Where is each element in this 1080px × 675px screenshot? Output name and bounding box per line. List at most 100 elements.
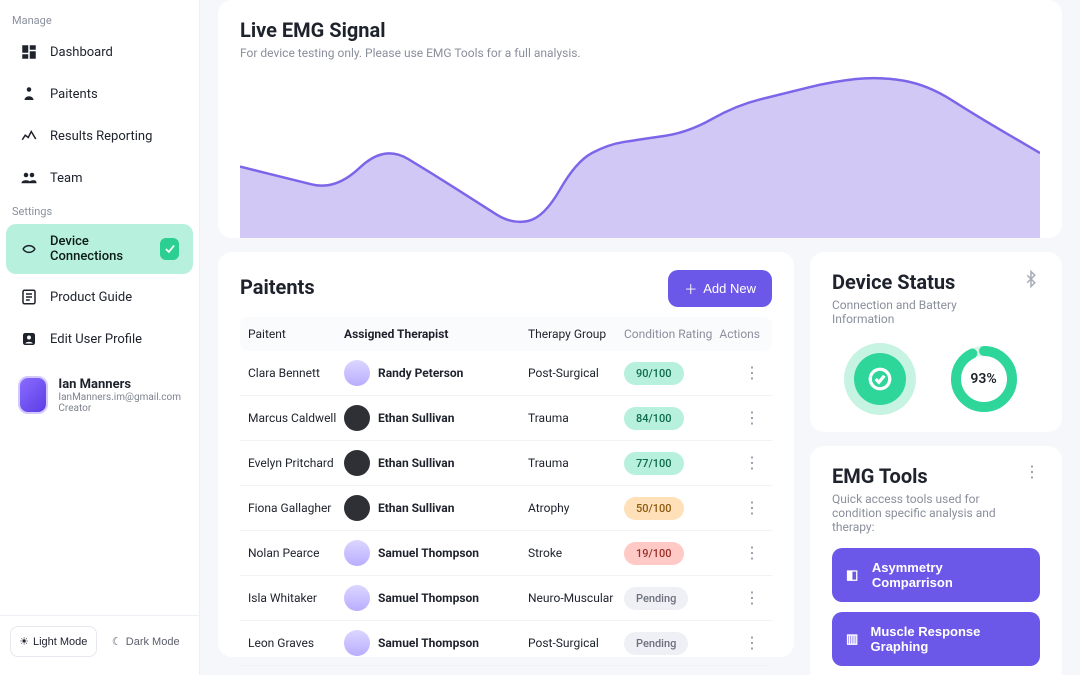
patients-table: Paitent Assigned Therapist Therapy Group… (240, 317, 772, 666)
row-actions-button[interactable]: ⋮ (744, 543, 760, 562)
col-therapist: Assigned Therapist (344, 327, 528, 341)
dark-mode-button[interactable]: ☾ Dark Mode (103, 626, 190, 657)
col-actions: Actions (714, 327, 764, 341)
row-actions-button[interactable]: ⋮ (744, 453, 760, 472)
table-row[interactable]: Leon Graves Samuel Thompson Post-Surgica… (240, 621, 772, 666)
therapist-avatar (344, 585, 370, 611)
emg-chart (240, 68, 1040, 238)
tool-button[interactable]: ▥ Muscle Response Graphing (832, 612, 1040, 666)
sidebar-item-edit-profile[interactable]: Edit User Profile (6, 320, 193, 358)
therapy-group: Post-Surgical (528, 366, 624, 380)
user-avatar (18, 376, 48, 414)
tool-button[interactable]: ◧ Asymmetry Comparrison (832, 548, 1040, 602)
therapist-cell: Ethan Sullivan (344, 405, 528, 431)
tool-label: Asymmetry Comparrison (872, 560, 1026, 590)
tools-title: EMG Tools (832, 464, 1024, 488)
tool-icon: ◧ (846, 567, 862, 583)
plus-icon: ＋ (684, 279, 697, 298)
status-title: Device Status (832, 270, 1022, 294)
therapist-cell: Samuel Thompson (344, 540, 528, 566)
table-header: Paitent Assigned Therapist Therapy Group… (240, 317, 772, 351)
sidebar-item-dashboard[interactable]: Dashboard (6, 33, 193, 71)
row-actions-button[interactable]: ⋮ (744, 633, 760, 652)
sidebar-item-patients[interactable]: Paitents (6, 75, 193, 113)
therapist-cell: Samuel Thompson (344, 630, 528, 656)
table-row[interactable]: Clara Bennett Randy Peterson Post-Surgic… (240, 351, 772, 396)
chart-subtitle: For device testing only. Please use EMG … (240, 46, 1040, 60)
row-actions-button[interactable]: ⋮ (744, 363, 760, 382)
patient-name: Fiona Gallagher (248, 501, 344, 515)
add-new-button[interactable]: ＋ Add New (668, 270, 772, 307)
condition-rating: 77/100 (624, 452, 714, 475)
sidebar-item-label: Device Connections (50, 234, 148, 264)
therapist-avatar (344, 450, 370, 476)
tool-label: Muscle Response Graphing (871, 624, 1026, 654)
connection-ok-badge (854, 353, 906, 405)
light-mode-button[interactable]: ☀ Light Mode (10, 626, 97, 657)
sidebar-item-label: Edit User Profile (50, 332, 142, 347)
therapy-group: Atrophy (528, 501, 624, 515)
row-actions-button[interactable]: ⋮ (744, 498, 760, 517)
theme-toggle: ☀ Light Mode ☾ Dark Mode (0, 615, 199, 667)
patient-name: Marcus Caldwell (248, 411, 344, 425)
tools-menu-button[interactable]: ⋮ (1024, 464, 1040, 480)
sidebar-section-manage: Manage (0, 8, 199, 31)
condition-rating: 50/100 (624, 497, 714, 520)
therapist-name: Ethan Sullivan (378, 501, 454, 515)
sun-icon: ☀ (19, 635, 29, 648)
profile-icon (20, 330, 38, 348)
tools-subtitle: Quick access tools used for condition sp… (832, 492, 1024, 534)
col-rating: Condition Rating (624, 327, 714, 341)
table-row[interactable]: Evelyn Pritchard Ethan Sullivan Trauma 7… (240, 441, 772, 486)
therapist-cell: Ethan Sullivan (344, 495, 528, 521)
therapy-group: Post-Surgical (528, 636, 624, 650)
table-row[interactable]: Nolan Pearce Samuel Thompson Stroke 19/1… (240, 531, 772, 576)
therapist-name: Samuel Thompson (378, 636, 479, 650)
check-badge-icon (160, 238, 179, 260)
user-email: IanManners.im@gmail.com (58, 392, 181, 403)
device-status-card: Device Status Connection and Battery Inf… (810, 252, 1062, 432)
sidebar: Manage Dashboard Paitents Results Report… (0, 0, 200, 675)
therapist-cell: Samuel Thompson (344, 585, 528, 611)
row-actions-button[interactable]: ⋮ (744, 408, 760, 427)
dark-mode-label: Dark Mode (126, 636, 180, 648)
sidebar-item-label: Dashboard (50, 45, 113, 60)
therapist-cell: Ethan Sullivan (344, 450, 528, 476)
sidebar-item-label: Product Guide (50, 290, 132, 305)
sidebar-item-device-connections[interactable]: Device Connections (6, 224, 193, 274)
condition-rating: 84/100 (624, 407, 714, 430)
therapist-name: Randy Peterson (378, 366, 463, 380)
sidebar-item-label: Results Reporting (50, 129, 152, 144)
therapist-name: Samuel Thompson (378, 546, 479, 560)
tool-icon: ▥ (846, 631, 861, 647)
add-new-label: Add New (703, 281, 756, 296)
table-row[interactable]: Fiona Gallagher Ethan Sullivan Atrophy 5… (240, 486, 772, 531)
patient-name: Isla Whitaker (248, 591, 344, 605)
emg-tools-card: EMG Tools Quick access tools used for co… (810, 446, 1062, 675)
sidebar-item-label: Paitents (50, 87, 98, 102)
battery-gauge: 93% (949, 344, 1019, 414)
row-actions-button[interactable]: ⋮ (744, 588, 760, 607)
user-role: Creator (58, 403, 181, 414)
battery-label: 93% (949, 344, 1019, 414)
therapist-avatar (344, 495, 370, 521)
patient-name: Evelyn Pritchard (248, 456, 344, 470)
condition-rating: 90/100 (624, 362, 714, 385)
therapy-group: Neuro-Muscular (528, 591, 624, 605)
sidebar-item-results[interactable]: Results Reporting (6, 117, 193, 155)
therapy-group: Stroke (528, 546, 624, 560)
patients-title: Paitents (240, 275, 315, 299)
sidebar-item-label: Team (50, 171, 83, 186)
user-card[interactable]: Ian Manners IanManners.im@gmail.com Crea… (6, 366, 193, 424)
sidebar-item-product-guide[interactable]: Product Guide (6, 278, 193, 316)
patient-name: Nolan Pearce (248, 546, 344, 560)
patient-name: Leon Graves (248, 636, 344, 650)
guide-icon (20, 288, 38, 306)
table-row[interactable]: Isla Whitaker Samuel Thompson Neuro-Musc… (240, 576, 772, 621)
therapist-name: Ethan Sullivan (378, 411, 454, 425)
patient-name: Clara Bennett (248, 366, 344, 380)
patients-card: Paitents ＋ Add New Paitent Assigned Ther… (218, 252, 794, 657)
table-row[interactable]: Marcus Caldwell Ethan Sullivan Trauma 84… (240, 396, 772, 441)
condition-rating: Pending (624, 632, 714, 655)
sidebar-item-team[interactable]: Team (6, 159, 193, 197)
